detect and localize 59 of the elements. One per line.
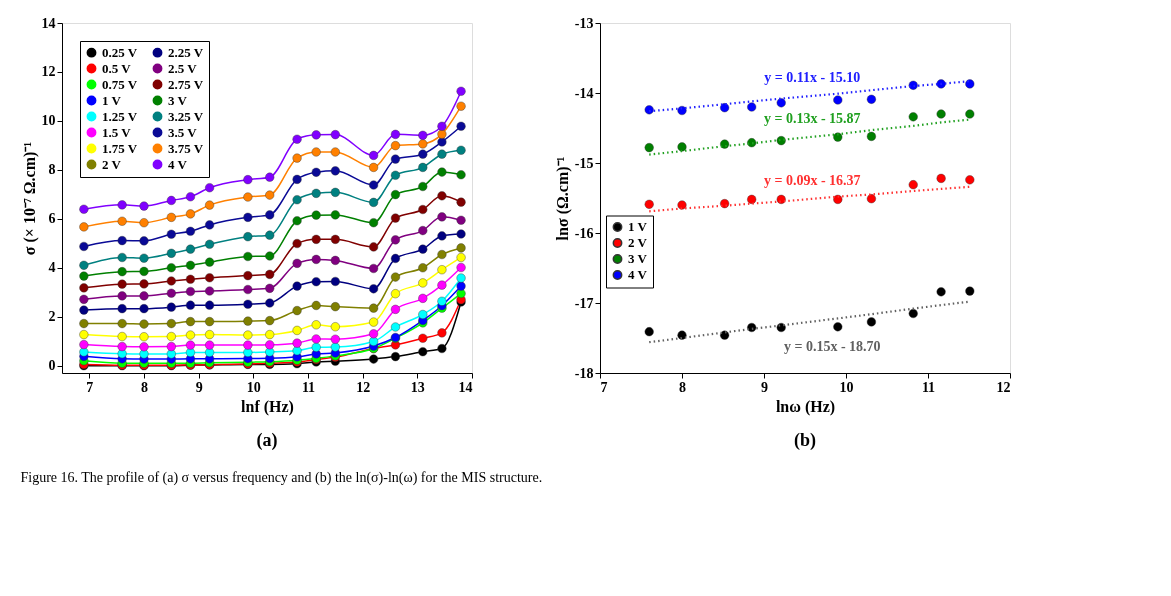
y-tick-label: 8 (48, 162, 56, 178)
x-tick-label: 14 (458, 379, 473, 395)
legend-label: 2 V (102, 156, 122, 172)
annotation: y = 0.13x - 15.87 (763, 110, 861, 126)
x-tick-label: 12 (356, 379, 371, 395)
x-tick-label: 7 (600, 379, 608, 395)
x-tick-label: 13 (410, 379, 425, 395)
x-tick-label: 9 (761, 379, 768, 395)
legend-label: 3.25 V (168, 108, 204, 124)
y-tick-label: -18 (574, 365, 594, 381)
legend-label: 1.5 V (102, 124, 132, 140)
legend-label: 3.75 V (168, 140, 204, 156)
x-tick-label: 8 (141, 379, 148, 395)
legend-label: 0.75 V (102, 76, 138, 92)
legend-label: 1 V (628, 219, 648, 234)
x-tick-label: 8 (679, 379, 686, 395)
y-tick-label: -13 (574, 15, 594, 31)
x-tick-label: 11 (301, 379, 316, 395)
legend-label: 2.75 V (168, 76, 204, 92)
x-axis-title: lnω (Hz) (775, 397, 836, 416)
legend-label: 1 V (102, 92, 122, 108)
legend-label: 0.25 V (102, 44, 138, 60)
y-tick-label: 2 (48, 309, 56, 325)
x-axis-title: lnf (Hz) (241, 397, 294, 416)
legend-label: 0.5 V (102, 60, 132, 76)
y-axis-title: lnσ (Ω.cm)⁻¹ (553, 156, 572, 241)
y-tick-label: 12 (41, 64, 56, 80)
annotation: y = 0.09x - 16.37 (763, 172, 861, 188)
legend-label: 3 V (168, 92, 188, 108)
y-tick-label: -14 (574, 85, 594, 101)
y-tick-label: 14 (41, 15, 56, 31)
legend-label: 2 V (628, 235, 648, 250)
legend-label: 3.5 V (168, 124, 198, 140)
annotation: y = 0.11x - 15.10 (764, 69, 861, 85)
x-tick-label: 12 (996, 379, 1011, 395)
caption: Figure 16. The profile of (a) σ versus frequency and (b) the ln(σ)-ln(ω) for the MIS structure. (20, 469, 543, 486)
legend-label: 4 V (628, 267, 648, 282)
x-tick-label: 9 (195, 379, 203, 395)
x-tick-label: 10 (839, 379, 854, 395)
y-tick-label: -16 (574, 225, 594, 241)
x-tick-label: 10 (246, 379, 261, 395)
y-tick-label: 0 (48, 358, 56, 374)
text: (a) (256, 430, 278, 451)
text: (b) (794, 430, 816, 451)
y-tick-label: 10 (41, 113, 56, 129)
y-axis-title: σ (× 10⁻⁷ Ω.cm)⁻¹ (20, 141, 39, 256)
legend-label: 4 V (168, 156, 188, 172)
y-tick-label: 6 (48, 211, 56, 227)
annotation: y = 0.15x - 18.70 (783, 339, 881, 355)
y-tick-label: -17 (574, 295, 594, 311)
y-tick-label: -15 (574, 155, 594, 171)
legend-label: 1.75 V (102, 140, 138, 156)
legend-label: 3 V (628, 251, 648, 266)
x-tick-label: 7 (86, 379, 94, 395)
x-tick-label: 11 (921, 379, 936, 395)
y-tick-label: 4 (48, 260, 56, 276)
legend-label: 2.25 V (168, 44, 204, 60)
legend-label: 2.5 V (168, 60, 198, 76)
legend-label: 1.25 V (102, 108, 138, 124)
